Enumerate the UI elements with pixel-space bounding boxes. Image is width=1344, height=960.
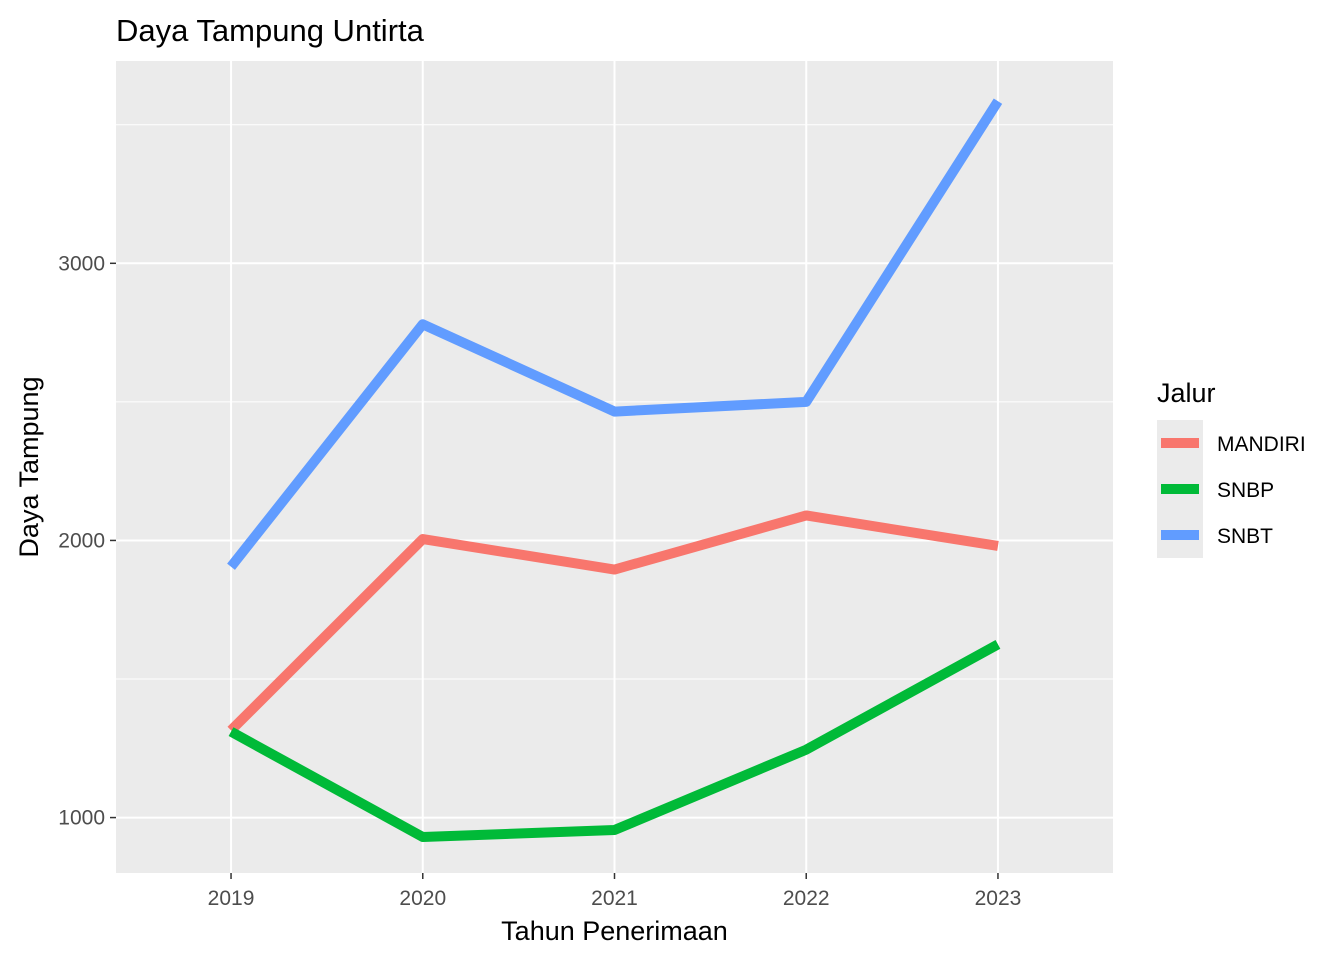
major-gridlines (116, 61, 1113, 873)
y-tick-label: 2000 (58, 529, 105, 552)
chart-title: Daya Tampung Untirta (116, 13, 425, 48)
y-tick-label: 3000 (58, 252, 105, 275)
x-tick-label: 2020 (399, 887, 446, 910)
legend-label: MANDIRI (1217, 433, 1306, 456)
series-lines (227, 98, 1003, 842)
legend-items: MANDIRI SNBP SNBT (1157, 420, 1306, 558)
x-axis: 2019 2020 2021 2022 2023 (208, 873, 1022, 910)
legend: Jalur MANDIRI SNBP SNBT (1157, 378, 1306, 558)
series-line-snbt (227, 98, 1003, 570)
y-tick-label: 1000 (58, 807, 105, 830)
x-tick-label: 2023 (975, 887, 1022, 910)
legend-title: Jalur (1157, 378, 1216, 408)
legend-label: SNBP (1217, 479, 1274, 502)
legend-label: SNBT (1217, 525, 1273, 548)
series-line-snbp (228, 639, 1001, 842)
y-axis: 1000 2000 3000 (58, 252, 116, 830)
y-axis-title: Daya Tampung (14, 376, 44, 557)
series-line-mandiri (227, 510, 999, 734)
x-tick-label: 2022 (783, 887, 830, 910)
x-tick-label: 2021 (591, 887, 638, 910)
x-axis-title: Tahun Penerimaan (501, 916, 728, 946)
x-tick-label: 2019 (208, 887, 255, 910)
